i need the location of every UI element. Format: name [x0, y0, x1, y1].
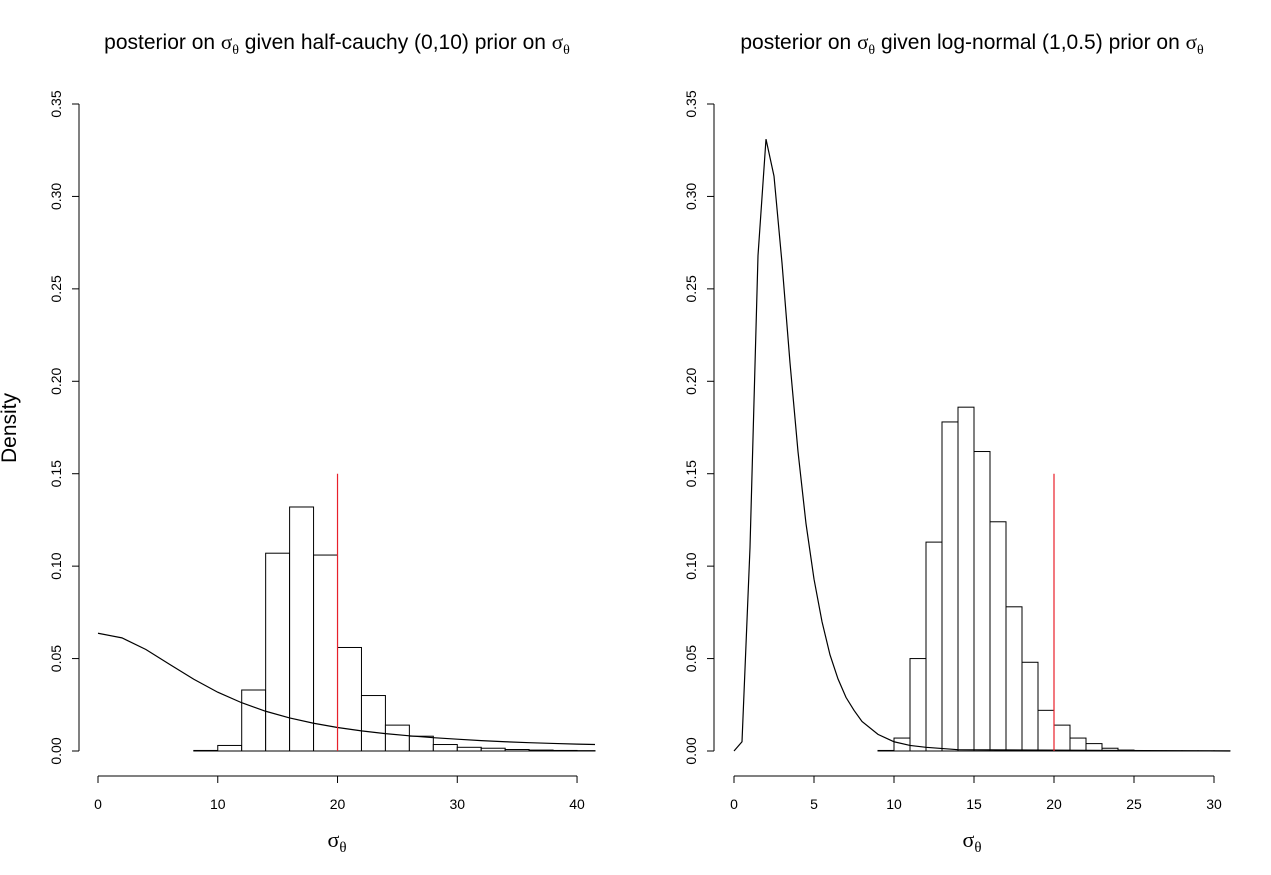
right-histogram-bar	[877, 749, 895, 752]
left-histogram-bar	[480, 747, 506, 752]
left-xlabel-sigma: σ	[327, 827, 339, 852]
right-chart-panel: posterior on σθ given log-normal (1,0.5)…	[683, 30, 1231, 856]
left-y-tick-label: 0.15	[48, 460, 64, 487]
right-histogram-bar	[941, 421, 959, 752]
left-y-tick-label: 0.10	[48, 552, 64, 579]
right-title-pre: posterior on	[740, 31, 857, 54]
left-x-tick-label: 30	[449, 796, 465, 812]
right-histogram-bar	[1021, 661, 1039, 752]
right-x-tick-label: 15	[966, 796, 982, 812]
right-histogram-bar	[973, 451, 991, 752]
left-y-tick-label: 0.25	[48, 275, 64, 302]
right-histogram-bar	[1005, 606, 1023, 752]
left-title-theta-1: θ	[232, 43, 239, 58]
right-x-tick-label: 30	[1206, 796, 1222, 812]
left-x-tick-label: 10	[210, 796, 226, 812]
left-y-axis: 0.00 0.05 0.10 0.15 0.20 0.25 0.30 0.35	[48, 90, 80, 765]
right-x-tick-label: 5	[810, 796, 818, 812]
left-y-tick-label: 0.05	[48, 645, 64, 672]
left-x-tick-label: 0	[94, 796, 102, 812]
right-title-theta-2: θ	[1197, 43, 1204, 58]
right-x-tick-label: 10	[886, 796, 902, 812]
left-title-theta-2: θ	[563, 43, 570, 58]
right-histogram-bar	[957, 406, 975, 752]
right-x-axis: 0 5 10 15 20 25 30	[730, 775, 1222, 812]
right-chart-title: posterior on σθ given log-normal (1,0.5)…	[740, 30, 1204, 58]
left-title-mid: given half-cauchy (0,10) prior on	[239, 31, 552, 54]
left-histogram-bar	[528, 749, 554, 752]
left-histogram-bar	[360, 695, 386, 752]
right-xlabel-sigma: σ	[962, 827, 974, 852]
left-x-tick-label: 40	[569, 796, 585, 812]
right-histogram-bar	[925, 541, 943, 752]
left-chart-panel: posterior on σθ given half-cauchy (0,10)…	[48, 30, 596, 856]
y-axis-label: Density	[0, 392, 21, 463]
left-title-sigma-1: σ	[221, 30, 232, 54]
right-y-tick-label: 0.35	[683, 90, 699, 117]
right-x-axis-label: σθ	[962, 827, 981, 856]
right-y-tick-label: 0.05	[683, 645, 699, 672]
right-histogram-bar	[989, 521, 1007, 752]
left-histogram-bar	[384, 724, 410, 752]
right-title-sigma-2: σ	[1186, 30, 1197, 54]
right-y-tick-label: 0.15	[683, 460, 699, 487]
left-histogram-bar	[193, 749, 219, 752]
right-title-theta-1: θ	[868, 43, 875, 58]
right-histogram-bar	[909, 658, 927, 752]
left-histogram-bar	[504, 749, 530, 752]
right-xlabel-theta: θ	[974, 840, 981, 856]
right-histogram-bars	[877, 406, 1231, 752]
right-x-tick-label: 25	[1126, 796, 1142, 812]
left-histogram-bar	[241, 689, 267, 752]
right-title-mid: given log-normal (1,0.5) prior on	[875, 31, 1185, 54]
left-title-pre: posterior on	[104, 31, 221, 54]
left-histogram-bar	[265, 552, 291, 752]
left-histogram-bar	[289, 506, 315, 752]
left-histogram-bar	[552, 749, 578, 752]
right-y-tick-label: 0.30	[683, 183, 699, 210]
right-y-tick-label: 0.25	[683, 275, 699, 302]
left-xlabel-theta: θ	[339, 840, 346, 856]
left-y-tick-label: 0.35	[48, 90, 64, 117]
left-chart-title: posterior on σθ given half-cauchy (0,10)…	[104, 30, 570, 58]
right-histogram-bar	[1053, 724, 1071, 752]
left-title-sigma-2: σ	[552, 30, 563, 54]
right-x-tick-label: 0	[730, 796, 738, 812]
right-y-tick-label: 0.00	[683, 737, 699, 764]
right-y-tick-label: 0.10	[683, 552, 699, 579]
right-histogram-bar	[1085, 743, 1103, 752]
left-x-axis: 0 10 20 30 40	[94, 775, 585, 812]
left-histogram-bar	[337, 646, 362, 752]
right-prior-curve	[733, 138, 1231, 752]
left-y-tick-label: 0.20	[48, 367, 64, 394]
left-x-tick-label: 20	[330, 796, 346, 812]
left-histogram-bar	[313, 554, 339, 752]
left-histogram-bar	[408, 735, 434, 752]
left-prior-curve	[97, 632, 596, 746]
left-histogram-bar	[217, 744, 243, 752]
left-x-axis-label: σθ	[327, 827, 346, 856]
right-title-sigma-1: σ	[857, 30, 868, 54]
right-y-tick-label: 0.20	[683, 367, 699, 394]
right-histogram-bar	[1037, 709, 1055, 752]
left-histogram-bar	[432, 744, 458, 752]
left-histogram-bar	[456, 746, 482, 752]
right-histogram-bar	[1069, 737, 1087, 752]
right-x-tick-label: 20	[1046, 796, 1062, 812]
left-histogram-bars	[193, 506, 596, 752]
right-y-axis: 0.00 0.05 0.10 0.15 0.20 0.25 0.30 0.35	[683, 90, 715, 765]
left-y-tick-label: 0.30	[48, 183, 64, 210]
left-y-tick-label: 0.00	[48, 737, 64, 764]
